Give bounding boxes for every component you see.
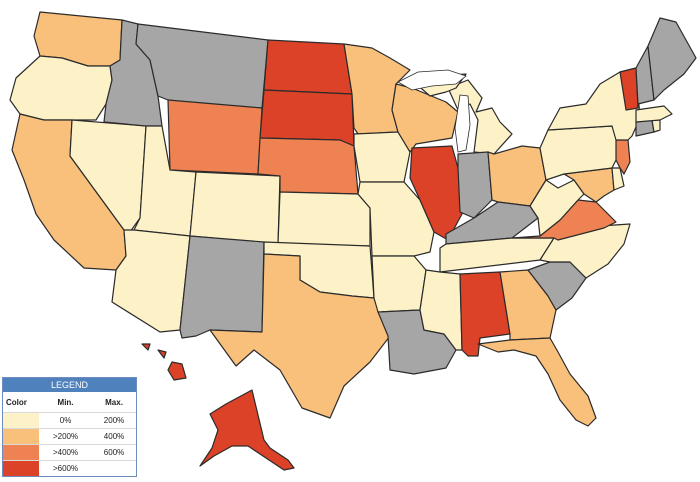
state-west-virginia: [529, 179, 585, 237]
legend-max: 200%: [92, 412, 136, 429]
state-rhode-island: [651, 119, 661, 133]
state-iowa: [353, 131, 411, 183]
legend-row: >200% 400%: [3, 428, 136, 445]
legend-max: [92, 460, 136, 476]
state-massachusetts: [635, 105, 673, 123]
map-legend: LEGEND Color Min. Max. 0% 200% >200% 400…: [2, 377, 137, 477]
state-mississippi: [419, 269, 463, 351]
legend-swatch: [3, 428, 39, 445]
state-hawaii: [157, 349, 167, 359]
legend-header-max: Max.: [105, 397, 123, 407]
legend-min: 0%: [39, 412, 93, 429]
legend-row: >600%: [3, 460, 136, 476]
state-oregon: [9, 55, 113, 121]
legend-swatch: [3, 412, 39, 429]
great-lakes: [397, 69, 471, 153]
legend-row: >400% 600%: [3, 444, 136, 461]
lake-michigan: [454, 94, 471, 153]
state-vermont: [619, 67, 639, 111]
state-florida: [477, 337, 597, 427]
legend-max: 600%: [92, 444, 136, 461]
state-texas: [209, 253, 391, 419]
state-north-dakota: [263, 39, 353, 95]
state-indiana: [457, 151, 493, 219]
state-missouri: [357, 181, 435, 257]
legend-swatch: [3, 460, 39, 476]
legend-header-min: Min.: [57, 397, 74, 407]
legend-max: 400%: [92, 428, 136, 445]
state-hawaii: [141, 343, 151, 351]
legend-swatch: [3, 444, 39, 461]
legend-table: Color Min. Max. 0% 200% >200% 400% >400%…: [3, 392, 136, 476]
state-maine: [647, 17, 697, 101]
state-alaska: [199, 389, 295, 471]
legend-header-color: Color: [6, 397, 27, 407]
legend-min: >200%: [39, 428, 93, 445]
legend-row: 0% 200%: [3, 412, 136, 429]
state-kansas: [277, 191, 371, 247]
legend-title: LEGEND: [3, 378, 136, 392]
state-new-mexico: [179, 235, 265, 339]
state-connecticut: [635, 119, 655, 137]
lake-superior: [397, 69, 467, 91]
legend-min: >600%: [39, 460, 93, 476]
legend-min: >400%: [39, 444, 93, 461]
state-wyoming: [167, 99, 263, 175]
state-arkansas: [371, 255, 427, 313]
state-colorado: [189, 171, 281, 245]
state-south-dakota: [259, 89, 355, 147]
state-hawaii: [167, 361, 187, 381]
state-delaware: [611, 167, 625, 191]
